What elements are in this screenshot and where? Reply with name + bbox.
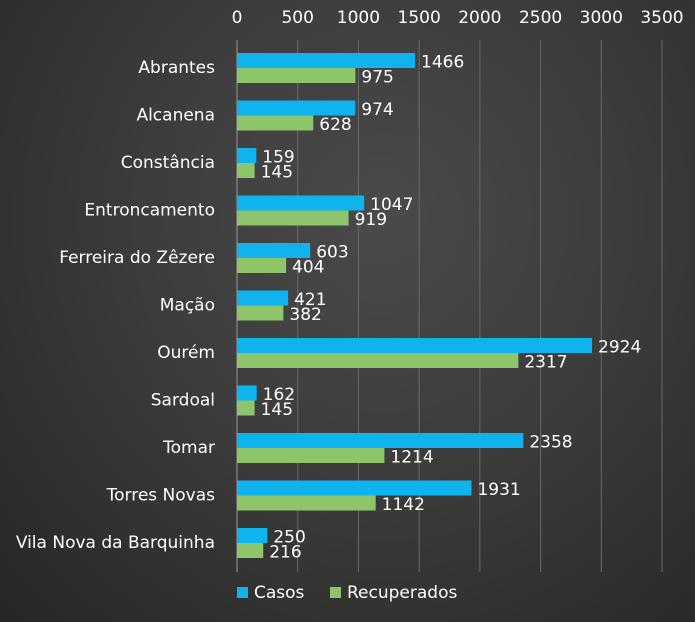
data-label-recuperados: 919 (355, 210, 387, 230)
bar-casos (237, 480, 472, 496)
bar-recuperados (237, 163, 255, 178)
bar-recuperados (237, 448, 385, 463)
bar-recuperados (237, 353, 519, 368)
data-label-casos: 603 (316, 243, 348, 263)
data-label-recuperados: 382 (289, 305, 321, 325)
data-label-casos: 2358 (529, 433, 572, 453)
data-label-recuperados: 404 (292, 258, 324, 278)
bar-casos (237, 195, 365, 211)
category-label: Entroncamento (84, 201, 215, 221)
x-tick-label: 2000 (458, 8, 501, 28)
legend: Casos Recuperados (237, 583, 457, 603)
bar-recuperados (237, 210, 349, 226)
bars (237, 53, 593, 558)
category-labels: Abrantes Alcanena Constância Entroncamento F… (16, 58, 215, 553)
data-label-casos: 974 (361, 100, 393, 120)
category-label: Ferreira do Zêzere (59, 248, 215, 268)
gridlines (236, 40, 663, 572)
category-label: Alcanena (136, 106, 215, 126)
data-label-recuperados: 1214 (390, 448, 433, 468)
data-label-recuperados: 1142 (382, 495, 425, 515)
category-label: Tomar (162, 438, 215, 458)
bar-casos (237, 53, 416, 68)
data-label-casos: 159 (262, 148, 294, 168)
x-axis-ticks: 0 500 1000 1500 2000 2500 3000 3500 (232, 8, 684, 28)
bar-casos (237, 433, 524, 448)
x-tick-label: 1500 (398, 8, 441, 28)
x-tick-label: 3500 (640, 8, 683, 28)
bar-recuperados (237, 400, 255, 416)
bar-casos (237, 528, 268, 543)
x-tick-label: 0 (232, 8, 243, 28)
data-label-casos: 1466 (421, 53, 464, 73)
bar-casos (237, 148, 257, 163)
category-label: Vila Nova da Barquinha (16, 533, 215, 553)
legend-label-recuperados: Recuperados (347, 583, 457, 603)
x-tick-label: 2500 (519, 8, 562, 28)
legend-swatch-recuperados (330, 587, 341, 598)
category-label: Sardoal (151, 391, 215, 411)
bar-casos (237, 338, 593, 353)
category-label: Abrantes (138, 58, 215, 78)
bar-casos (237, 100, 356, 116)
category-label: Constância (121, 153, 215, 173)
data-label-recuperados: 628 (319, 115, 351, 135)
legend-swatch-casos (237, 587, 248, 598)
data-label-recuperados: 216 (269, 543, 301, 563)
category-label: Torres Novas (106, 486, 216, 506)
data-label-casos: 2924 (598, 338, 641, 358)
bar-recuperados (237, 115, 314, 131)
category-label: Ourém (157, 343, 215, 363)
data-label-recuperados: 975 (361, 68, 393, 88)
data-label-casos: 421 (294, 290, 326, 310)
data-label-recuperados: 2317 (524, 353, 567, 373)
x-tick-label: 3000 (580, 8, 623, 28)
data-label-casos: 1931 (477, 480, 520, 500)
data-label-recuperados: 145 (261, 163, 293, 183)
data-labels: 1466975974628159145104791960340442138229… (261, 53, 642, 563)
data-label-recuperados: 145 (261, 400, 293, 420)
category-label: Mação (160, 296, 215, 316)
bar-recuperados (237, 495, 376, 511)
x-tick-label: 500 (281, 8, 313, 28)
x-tick-label: 1000 (337, 8, 380, 28)
bar-casos (237, 290, 289, 306)
bar-recuperados (237, 68, 356, 83)
bar-recuperados (237, 543, 264, 558)
data-label-casos: 162 (263, 385, 295, 405)
legend-label-casos: Casos (254, 583, 305, 603)
bar-recuperados (237, 258, 287, 273)
bar-casos (237, 243, 311, 258)
bar-recuperados (237, 305, 284, 321)
data-label-casos: 1047 (370, 195, 413, 215)
data-label-casos: 250 (273, 528, 305, 548)
bar-casos (237, 385, 257, 401)
